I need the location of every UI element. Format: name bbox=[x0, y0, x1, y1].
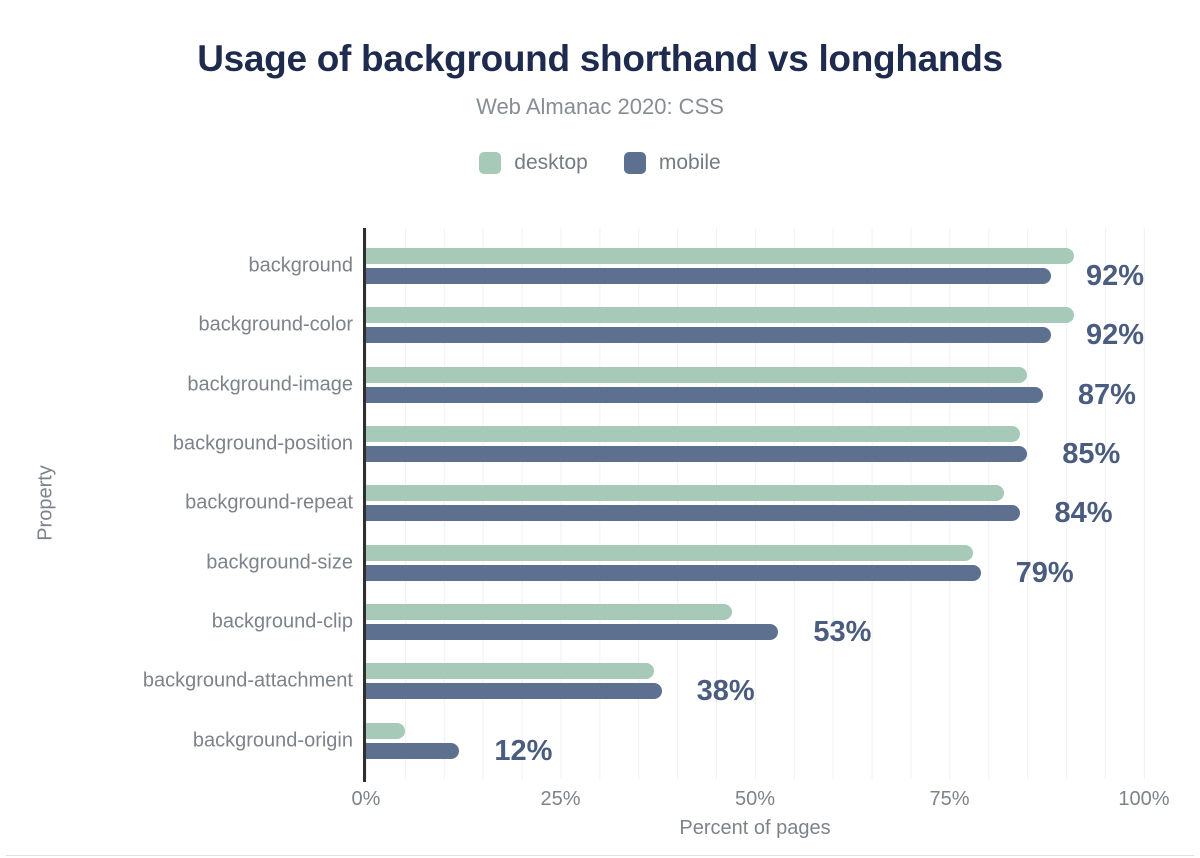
y-axis-title: Property bbox=[34, 465, 57, 541]
bar-row: background 92% bbox=[248, 248, 1144, 292]
mobile-bar bbox=[366, 742, 460, 759]
category-label: background-image bbox=[187, 373, 353, 396]
mobile-bar bbox=[366, 624, 779, 641]
chart-title: Usage of background shorthand vs longhan… bbox=[197, 38, 1003, 79]
desktop-bar-line bbox=[366, 248, 1144, 264]
desktop-bar-line bbox=[366, 426, 1144, 443]
desktop-bar-line bbox=[366, 722, 1144, 739]
desktop-bar-line bbox=[366, 663, 1144, 680]
bar-value-label: 84% bbox=[1054, 497, 1113, 530]
bar-row: background-image 87% bbox=[187, 366, 1144, 411]
desktop-bar bbox=[366, 544, 973, 561]
mobile-bar bbox=[366, 327, 1051, 344]
bar-row: background-color 92% bbox=[198, 307, 1144, 352]
desktop-bar bbox=[366, 248, 1074, 264]
x-tick-label: 75% bbox=[929, 788, 970, 810]
desktop-bar bbox=[366, 426, 1020, 443]
bar-value-label: 79% bbox=[1015, 556, 1074, 589]
x-tick-label: 25% bbox=[540, 788, 581, 810]
x-axis-title: Percent of pages bbox=[679, 817, 831, 839]
bar-row: background-attachment 38% bbox=[143, 663, 1144, 708]
bar-value-label: 53% bbox=[813, 616, 872, 649]
legend: desktop mobile bbox=[0, 151, 1200, 175]
mobile-bar-line: 79% bbox=[366, 556, 1144, 589]
mobile-bar bbox=[366, 386, 1043, 403]
category-label: background-repeat bbox=[185, 491, 353, 514]
bar-value-label: 92% bbox=[1085, 319, 1144, 352]
mobile-bar-line: 87% bbox=[366, 378, 1144, 411]
desktop-legend-swatch bbox=[479, 152, 502, 174]
mobile-bar bbox=[366, 505, 1020, 522]
mobile-bar-line: 53% bbox=[366, 616, 1144, 649]
mobile-bar-line: 92% bbox=[366, 260, 1144, 292]
desktop-legend-label: desktop bbox=[514, 151, 588, 174]
desktop-bar-line bbox=[366, 366, 1144, 383]
bar-row: background-position 85% bbox=[173, 426, 1144, 471]
desktop-bar-line bbox=[366, 307, 1144, 324]
mobile-bar-line: 12% bbox=[366, 734, 1144, 767]
plot-area: background 92% background-color 92% back… bbox=[143, 228, 1145, 779]
desktop-bar-line bbox=[366, 604, 1144, 621]
category-label: background-origin bbox=[192, 729, 353, 752]
category-label: background-clip bbox=[211, 610, 353, 633]
mobile-bar-line: 92% bbox=[366, 319, 1144, 352]
bar-value-label: 38% bbox=[696, 675, 755, 708]
bar-value-label: 87% bbox=[1077, 378, 1136, 411]
mobile-bar-line: 38% bbox=[366, 675, 1144, 708]
category-label: background-size bbox=[206, 551, 353, 574]
bar-value-label: 12% bbox=[494, 734, 553, 767]
desktop-bar bbox=[366, 722, 405, 739]
x-tick-label: 50% bbox=[734, 788, 776, 810]
y-axis-line bbox=[363, 228, 366, 782]
desktop-bar bbox=[366, 663, 654, 680]
mobile-bar-line: 84% bbox=[366, 497, 1144, 530]
bar-row: background-clip 53% bbox=[212, 604, 1144, 649]
figure-bottom-border bbox=[6, 855, 1194, 856]
bar-row: background-size 79% bbox=[206, 544, 1144, 589]
category-label: background bbox=[248, 254, 353, 277]
bar-value-label: 92% bbox=[1085, 260, 1144, 292]
mobile-legend-swatch bbox=[623, 152, 646, 174]
chart-subtitle: Web Almanac 2020: CSS bbox=[476, 94, 724, 119]
category-label: background-attachment bbox=[142, 669, 353, 692]
desktop-bar-line bbox=[366, 544, 1144, 561]
mobile-legend-label: mobile bbox=[658, 151, 721, 174]
desktop-bar bbox=[366, 604, 732, 621]
mobile-bar bbox=[366, 564, 981, 581]
category-label: background-color bbox=[198, 313, 353, 336]
mobile-bar bbox=[366, 446, 1028, 463]
x-tick-label: 100% bbox=[1118, 788, 1170, 810]
bar-row: background-repeat 84% bbox=[185, 485, 1144, 530]
legend-item-mobile: mobile bbox=[623, 151, 721, 175]
mobile-bar bbox=[366, 683, 662, 700]
desktop-bar bbox=[366, 485, 1004, 502]
legend-item-desktop: desktop bbox=[479, 151, 588, 175]
x-axis-ticks: 0% 25% 50% 75% 100% bbox=[352, 788, 1170, 812]
desktop-bar bbox=[366, 307, 1074, 324]
mobile-bar-line: 85% bbox=[366, 438, 1144, 471]
desktop-bar-line bbox=[366, 485, 1144, 502]
bar-row: background-origin 12% bbox=[193, 722, 1144, 767]
category-label: background-position bbox=[172, 432, 353, 455]
desktop-bar bbox=[366, 366, 1028, 383]
x-tick-label: 0% bbox=[351, 788, 381, 810]
mobile-bar bbox=[366, 268, 1051, 284]
bar-value-label: 85% bbox=[1062, 438, 1121, 471]
